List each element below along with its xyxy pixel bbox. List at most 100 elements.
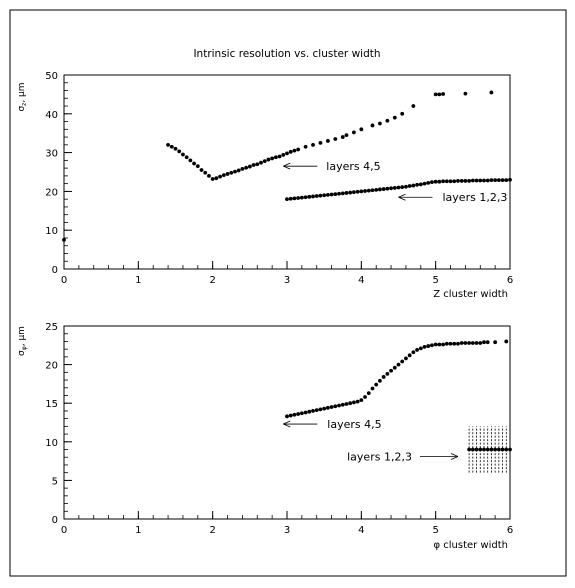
data-point <box>378 378 382 383</box>
arrow-head <box>450 453 459 460</box>
data-point <box>392 115 397 120</box>
data-point <box>370 386 375 391</box>
data-point <box>463 91 468 96</box>
y-tick-label: 0 <box>52 265 58 276</box>
data-point <box>485 447 490 452</box>
x-tick-label: 4 <box>358 525 364 536</box>
figure-title: Intrinsic resolution vs. cluster width <box>193 48 380 60</box>
data-point <box>340 135 345 139</box>
y-tick-label: 40 <box>45 110 58 121</box>
data-point <box>221 173 226 178</box>
y-axis-label: σφ, μm <box>17 326 28 356</box>
annotations: layers 4,5 layers 1,2,3 <box>283 160 507 204</box>
data-point <box>314 408 319 413</box>
data-point <box>485 340 490 345</box>
y-tick-label: 10 <box>45 226 58 237</box>
data-point <box>385 118 390 123</box>
data-point <box>352 400 356 405</box>
data-point <box>240 166 245 171</box>
data-points <box>285 339 512 473</box>
data-point <box>456 179 460 183</box>
data-point <box>218 174 223 179</box>
data-point <box>489 178 494 183</box>
data-point <box>400 359 405 364</box>
x-axis-label: φ cluster width <box>433 540 508 551</box>
figure-frame <box>9 9 567 577</box>
phi-resolution-panel: 0 1 2 3 4 5 6 0 5 10 15 20 25 φ cluster width σφ, μm l… <box>17 322 513 551</box>
data-point <box>285 414 289 419</box>
data-point <box>385 371 390 376</box>
data-point <box>400 111 405 116</box>
data-point <box>392 186 397 190</box>
data-point <box>493 340 498 345</box>
data-point <box>452 179 457 184</box>
data-point <box>426 180 431 185</box>
data-point <box>370 188 375 193</box>
x-tick-label: 2 <box>209 275 215 286</box>
data-point <box>489 90 494 95</box>
data-point <box>404 184 408 189</box>
y-tick-label: 5 <box>52 476 58 487</box>
data-point <box>62 238 66 242</box>
data-point <box>430 343 434 348</box>
data-point <box>266 157 271 162</box>
data-point <box>381 375 386 379</box>
data-point <box>311 142 315 147</box>
data-point <box>322 406 327 411</box>
data-point <box>493 447 498 452</box>
data-point <box>459 341 464 345</box>
data-point <box>303 195 308 200</box>
data-point <box>229 170 234 175</box>
data-point <box>329 192 334 197</box>
data-point <box>396 362 401 367</box>
data-point <box>288 413 293 418</box>
data-point <box>366 391 371 396</box>
data-point <box>474 178 479 183</box>
data-point <box>325 192 330 197</box>
data-point <box>288 196 293 201</box>
y-axis-label: σz, μm <box>17 82 28 111</box>
y-tick-label: 25 <box>45 322 58 333</box>
data-point <box>307 194 312 199</box>
data-point <box>299 195 304 200</box>
data-point <box>452 341 457 346</box>
data-point <box>207 173 211 178</box>
data-point <box>247 164 252 169</box>
data-point <box>177 149 182 154</box>
data-point <box>374 382 379 387</box>
data-point <box>262 159 267 164</box>
data-point <box>500 178 505 183</box>
data-point <box>444 341 449 346</box>
data-point <box>366 188 371 193</box>
data-point <box>325 405 330 410</box>
data-point <box>359 398 364 403</box>
data-point <box>448 341 453 346</box>
data-point <box>504 339 509 344</box>
data-point <box>500 447 505 452</box>
data-point <box>255 162 260 167</box>
arrow-head <box>398 193 406 201</box>
data-point <box>292 196 297 201</box>
data-point <box>444 179 449 184</box>
data-point <box>496 447 501 452</box>
data-point <box>318 141 323 145</box>
data-point <box>311 409 315 413</box>
data-point <box>441 92 445 96</box>
x-tick-label: 5 <box>432 525 438 536</box>
data-point <box>433 342 438 347</box>
data-point <box>236 168 241 173</box>
x-tick-label: 1 <box>135 275 141 286</box>
data-point <box>233 169 237 174</box>
x-tick-label: 2 <box>209 525 215 536</box>
data-point <box>467 179 472 183</box>
data-point <box>470 447 475 452</box>
data-point <box>277 154 282 159</box>
data-point <box>288 149 293 154</box>
data-point <box>422 344 427 349</box>
data-point <box>363 395 367 399</box>
data-point <box>214 176 219 181</box>
data-point <box>389 186 393 191</box>
data-point <box>292 412 297 417</box>
y-axis-label-unit: , μm <box>17 326 27 346</box>
